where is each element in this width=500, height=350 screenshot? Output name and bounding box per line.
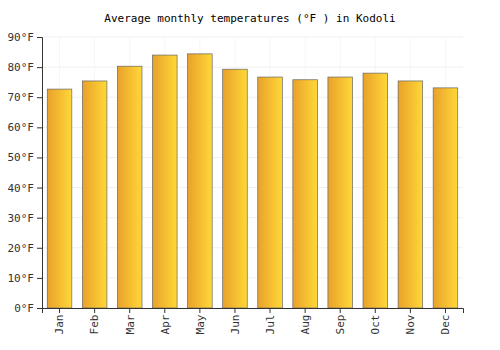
x-tick: Feb bbox=[88, 308, 101, 334]
y-tick-label: 0°F bbox=[14, 302, 34, 315]
y-tick-mark bbox=[37, 248, 42, 249]
x-tick: Jul bbox=[264, 308, 277, 334]
bar bbox=[433, 88, 458, 308]
x-tick-label: Sep bbox=[334, 315, 347, 335]
x-tick-label: Mar bbox=[124, 314, 137, 334]
x-tick-mark bbox=[340, 308, 341, 313]
x-tick: Oct bbox=[369, 308, 382, 334]
x-tick-label: Jun bbox=[229, 315, 242, 335]
x-tick: Apr bbox=[159, 308, 172, 334]
bar bbox=[363, 73, 388, 308]
x-tick-label: Nov bbox=[404, 314, 417, 334]
y-tick-label: 20°F bbox=[8, 242, 35, 255]
y-tick-mark bbox=[37, 157, 42, 158]
x-axis-line bbox=[43, 309, 464, 314]
x-tick-label: Dec bbox=[439, 315, 452, 335]
x-tick-mark bbox=[164, 308, 165, 313]
x-tick-label: Feb bbox=[88, 315, 101, 335]
x-tick-mark bbox=[199, 308, 200, 313]
y-tick-mark bbox=[37, 127, 42, 128]
x-tick-mark bbox=[59, 308, 60, 313]
x-tick: Sep bbox=[334, 308, 347, 334]
x-tick: Jun bbox=[229, 308, 242, 334]
plot: 0°F 10°F 20°F 30°F 40°F 50°F 60°F 70°F 80°F 90°F J… bbox=[8, 31, 464, 334]
x-tick-mark bbox=[375, 308, 376, 313]
y-tick-label: 10°F bbox=[8, 272, 35, 285]
y-tick: 30°F bbox=[8, 212, 43, 225]
y-axis: 0°F 10°F 20°F 30°F 40°F 50°F 60°F 70°F 80°F 90°F bbox=[8, 31, 43, 315]
y-tick: 20°F bbox=[8, 242, 43, 255]
x-tick-label: Aug bbox=[299, 315, 312, 335]
x-tick: Aug bbox=[299, 308, 312, 334]
y-tick-mark bbox=[37, 97, 42, 98]
y-tick-label: 40°F bbox=[8, 182, 35, 195]
y-axis-line bbox=[37, 38, 43, 309]
y-tick-mark bbox=[37, 67, 42, 68]
y-tick-mark bbox=[37, 218, 42, 219]
y-tick: 60°F bbox=[8, 121, 43, 134]
y-tick: 0°F bbox=[14, 302, 42, 315]
x-tick-mark bbox=[129, 308, 130, 313]
grid bbox=[42, 37, 463, 308]
x-tick: Dec bbox=[439, 308, 452, 334]
x-tick-label: May bbox=[194, 314, 207, 334]
x-tick-mark bbox=[270, 308, 271, 313]
bars bbox=[47, 54, 457, 308]
bar bbox=[258, 77, 283, 308]
y-tick-mark bbox=[37, 37, 42, 38]
x-tick: Jan bbox=[53, 308, 66, 334]
y-tick: 90°F bbox=[8, 31, 43, 44]
x-tick-label: Jul bbox=[264, 315, 277, 335]
x-tick-mark bbox=[234, 308, 235, 313]
y-tick-label: 90°F bbox=[8, 31, 35, 44]
x-tick-mark bbox=[410, 308, 411, 313]
x-tick-mark bbox=[305, 308, 306, 313]
y-tick-label: 70°F bbox=[8, 91, 35, 104]
y-tick: 50°F bbox=[8, 151, 43, 164]
x-axis: Jan Feb Mar Apr May Jun Jul Aug Sep Oct Nov Dec bbox=[43, 308, 464, 334]
x-tick: Mar bbox=[124, 308, 137, 334]
bar bbox=[328, 77, 353, 308]
bar bbox=[188, 54, 213, 308]
y-tick: 80°F bbox=[8, 61, 43, 74]
y-tick-label: 50°F bbox=[8, 151, 35, 164]
y-tick-label: 80°F bbox=[8, 61, 35, 74]
x-tick-label: Oct bbox=[369, 315, 382, 335]
x-tick-label: Jan bbox=[53, 315, 66, 335]
bar bbox=[153, 55, 178, 308]
x-tick-label: Apr bbox=[159, 314, 172, 334]
y-tick-label: 30°F bbox=[8, 212, 35, 225]
y-tick-mark bbox=[37, 308, 42, 309]
x-tick: May bbox=[194, 308, 207, 334]
bar bbox=[117, 66, 142, 308]
y-tick: 70°F bbox=[8, 91, 43, 104]
grid-line bbox=[42, 67, 463, 68]
y-tick-mark bbox=[37, 188, 42, 189]
y-tick-mark bbox=[37, 278, 42, 279]
bar bbox=[293, 80, 318, 308]
bar bbox=[82, 81, 107, 308]
y-tick-label: 60°F bbox=[8, 121, 35, 134]
x-tick: Nov bbox=[404, 308, 417, 334]
y-tick: 40°F bbox=[8, 182, 43, 195]
x-tick-mark bbox=[94, 308, 95, 313]
bar bbox=[223, 69, 248, 308]
grid-line bbox=[42, 37, 463, 38]
y-tick: 10°F bbox=[8, 272, 43, 285]
bar bbox=[398, 81, 423, 308]
bar bbox=[47, 89, 72, 308]
title: Average monthly temperatures (°F ) in Ko… bbox=[104, 12, 395, 25]
chart: 0°F 10°F 20°F 30°F 40°F 50°F 60°F 70°F 80°F 90°F J… bbox=[0, 0, 500, 350]
x-tick-mark bbox=[445, 308, 446, 313]
